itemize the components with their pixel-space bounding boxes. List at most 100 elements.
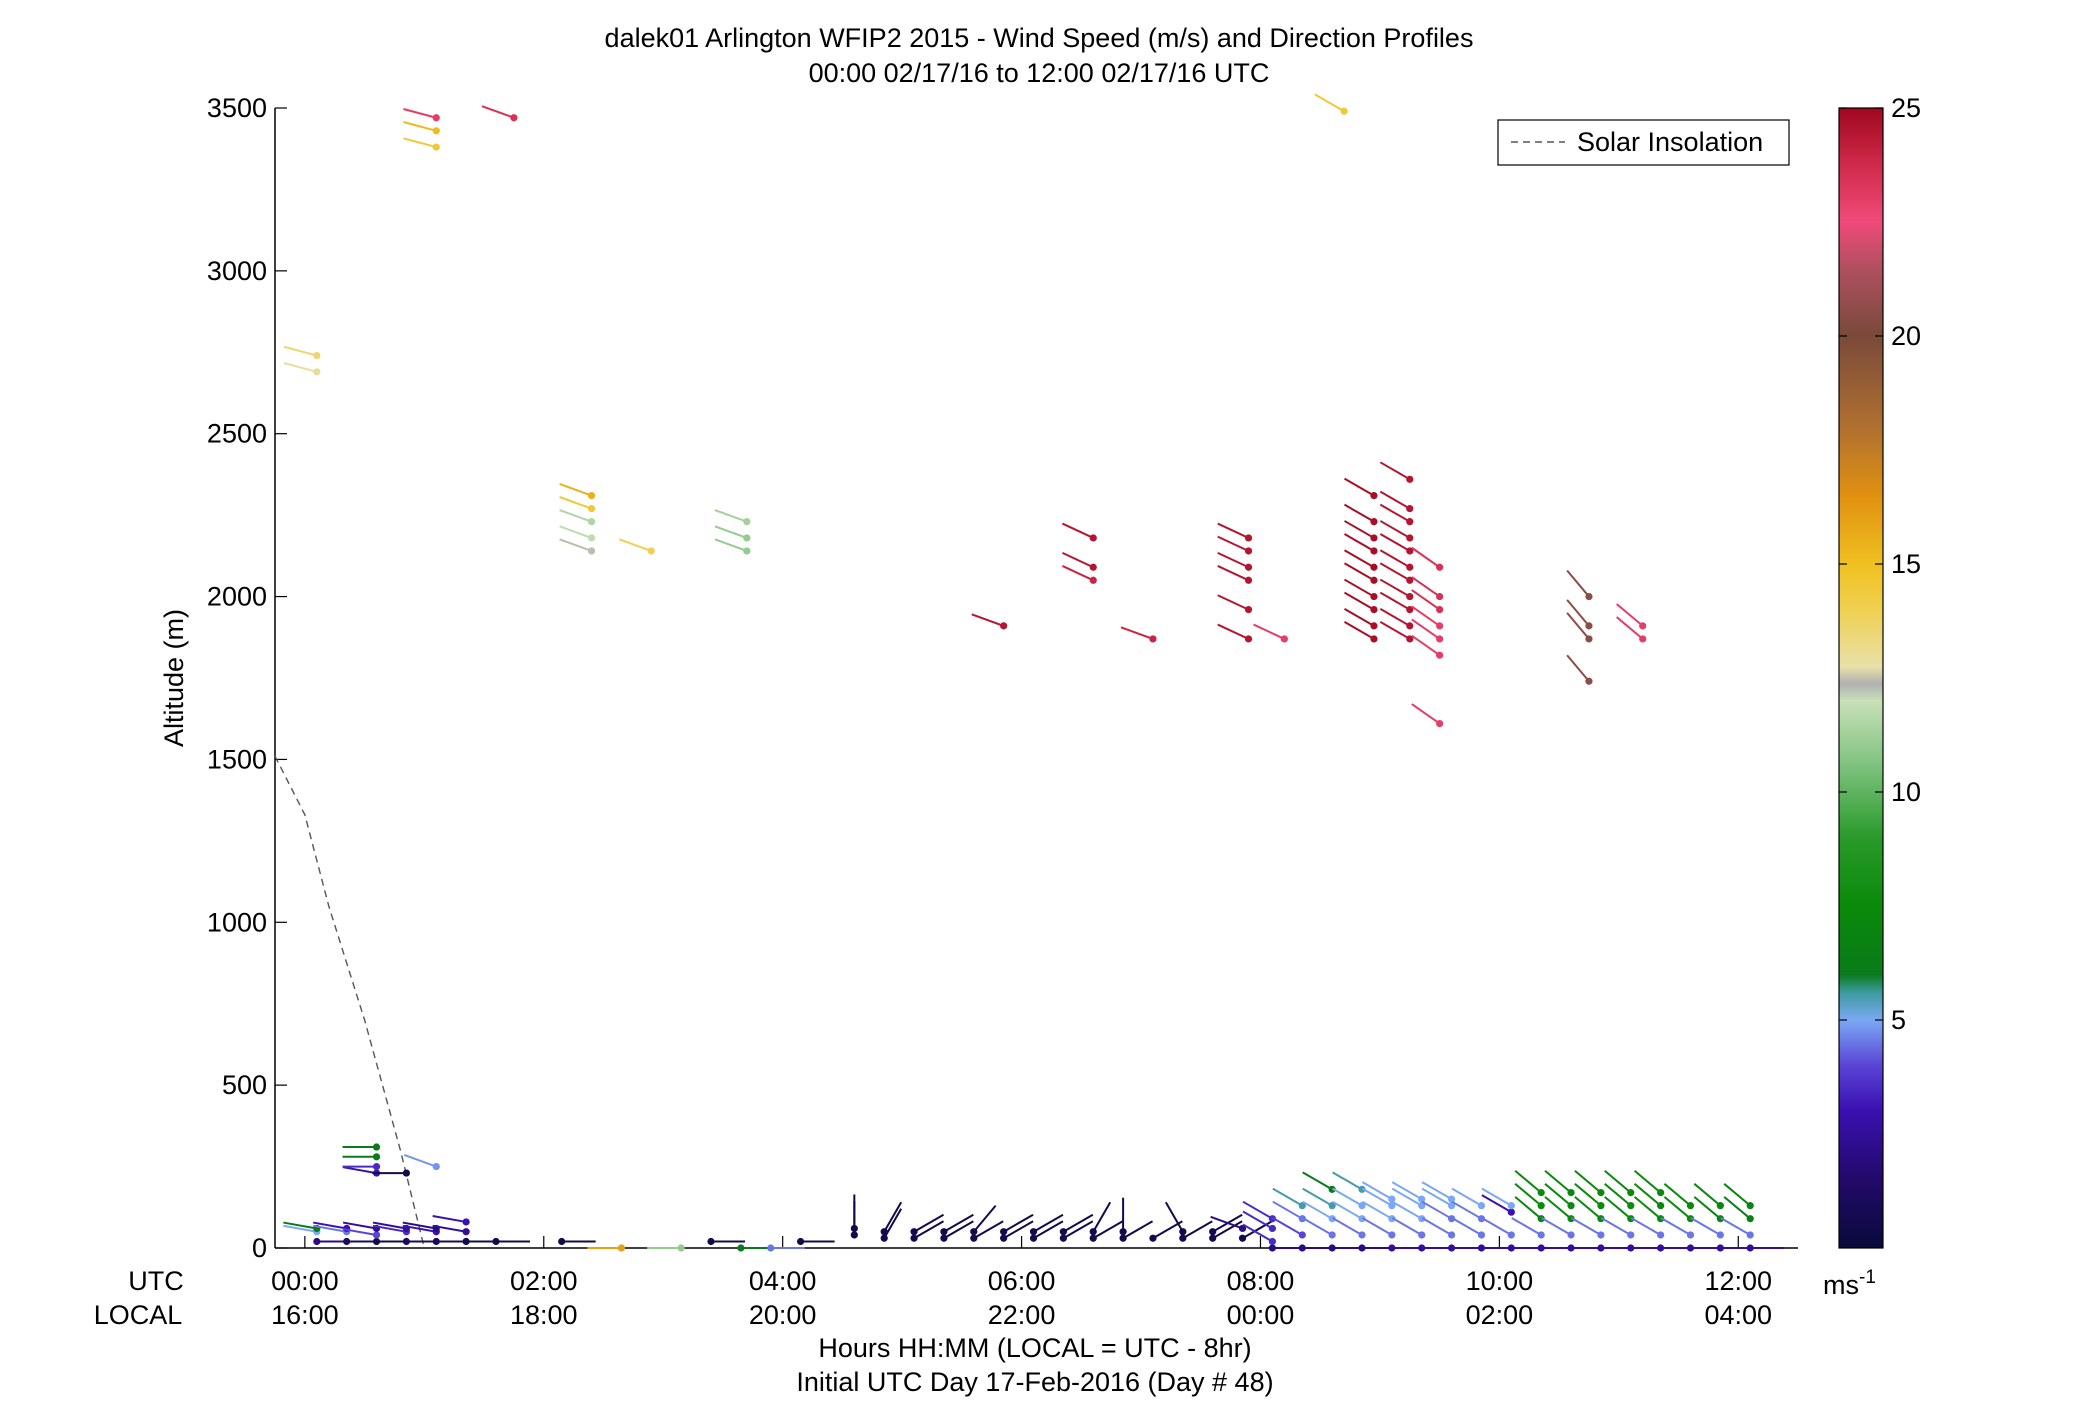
- wind-barb-staff: [1451, 1187, 1482, 1207]
- wind-barb-staff: [1033, 1220, 1064, 1240]
- wind-barb-staff: [1210, 1215, 1243, 1230]
- wind-barb-staff: [1411, 605, 1441, 627]
- wind-barb-staff: [1663, 1196, 1692, 1220]
- plot-area: [275, 108, 1798, 1248]
- wind-barb-dot: [1388, 1231, 1396, 1239]
- wind-barb-dot: [492, 1237, 500, 1246]
- wind-barb-staff: [1302, 1217, 1333, 1236]
- legend-box: [1497, 119, 1790, 166]
- wind-barb-dot: [462, 1218, 470, 1226]
- wind-barb-staff: [1164, 1201, 1184, 1233]
- wind-barb-staff: [1574, 1196, 1602, 1220]
- wind-barb-staff: [1344, 520, 1375, 539]
- wind-barb-staff: [1242, 1210, 1273, 1230]
- wind-barb-dot: [1567, 1189, 1575, 1197]
- wind-barb-dot: [1370, 635, 1378, 643]
- wind-barb-dot: [1340, 107, 1348, 115]
- wind-barb-staff: [1514, 1196, 1542, 1220]
- wind-barb-staff: [402, 1224, 437, 1233]
- wind-barb-dot: [1716, 1215, 1724, 1223]
- wind-barb-staff: [481, 105, 515, 119]
- wind-barb-dot: [1328, 1185, 1336, 1193]
- wind-barb-dot: [1244, 563, 1253, 571]
- wind-barb-dot: [1268, 1244, 1277, 1252]
- wind-barb-staff: [1344, 549, 1375, 569]
- wind-barb-staff: [1344, 562, 1375, 582]
- wind-barb-dot: [432, 127, 440, 135]
- wind-barb-dot: [1477, 1231, 1486, 1239]
- wind-barb-dot: [1358, 1202, 1366, 1210]
- wind-barb-staff: [1302, 1171, 1333, 1191]
- wind-barb-staff: [313, 1224, 347, 1233]
- wind-barb-staff: [1411, 634, 1441, 657]
- wind-barb-dot: [1436, 592, 1444, 601]
- wind-barb-dot: [1406, 592, 1414, 601]
- wind-barb-staff: [1544, 1196, 1572, 1220]
- wind-barb-staff: [1092, 1201, 1112, 1233]
- wind-barb-dot: [1406, 534, 1414, 542]
- wind-barb-staff: [1616, 603, 1644, 627]
- local-row-label: LOCAL: [94, 1300, 183, 1330]
- wind-barb-staff: [1344, 621, 1375, 640]
- x-tick-label-local: 00:00: [1227, 1300, 1295, 1330]
- wind-barb-dot: [1089, 1234, 1097, 1242]
- wind-barb-dot: [767, 1244, 775, 1252]
- wind-barb-staff: [1616, 616, 1644, 640]
- chart-title: dalek01 Arlington WFIP2 2015 - Wind Spee…: [605, 23, 1474, 53]
- wind-barb-dot: [970, 1234, 978, 1242]
- wind-barb-staff: [402, 1221, 437, 1230]
- wind-barb-dot: [1418, 1202, 1426, 1210]
- wind-barb-dot: [1388, 1202, 1396, 1210]
- wind-barb-dot: [1746, 1202, 1754, 1210]
- wind-barb-staff: [1660, 1217, 1691, 1236]
- wind-barb-dot: [1238, 1234, 1247, 1242]
- wind-barb-staff: [1481, 1194, 1512, 1214]
- wind-barb-dot: [1119, 1234, 1127, 1242]
- wind-barb-staff: [1217, 623, 1249, 640]
- x-tick-label-utc: 00:00: [271, 1266, 339, 1296]
- wind-barb-staff: [1344, 477, 1375, 497]
- wind-barb-staff: [1062, 551, 1094, 569]
- wind-barb-dot: [1597, 1231, 1605, 1239]
- wind-barb-dot: [1585, 677, 1593, 685]
- wind-barb-staff: [1344, 591, 1375, 611]
- wind-barb-dot: [587, 518, 596, 526]
- wind-barb-dot: [1447, 1244, 1456, 1252]
- wind-barb-staff: [1411, 618, 1441, 640]
- x-tick-label-local: 02:00: [1466, 1300, 1534, 1330]
- wind-barb-dot: [1388, 1215, 1396, 1223]
- x-ticks: 00:00 16:00 02:00 18:00 04:00 20:00 06:00 22:00…: [271, 1236, 1772, 1330]
- wind-barb-dot: [1477, 1244, 1486, 1252]
- colorbar-unit-base: ms: [1823, 1270, 1859, 1300]
- x-axis-label: Hours HH:MM (LOCAL = UTC - 8hr): [818, 1333, 1251, 1363]
- wind-barb-dot: [1089, 576, 1097, 584]
- wind-barbs: [283, 93, 1785, 1252]
- solar-insolation-line: [274, 755, 425, 1249]
- wind-barb-staff: [1379, 608, 1411, 627]
- wind-barb-staff: [1332, 1200, 1363, 1220]
- wind-barb-staff: [1302, 1200, 1333, 1220]
- x-tick-label-local: 20:00: [749, 1300, 817, 1330]
- wind-barb-staff: [1253, 623, 1285, 640]
- wind-barb-dot: [1537, 1189, 1545, 1197]
- wind-barb-dot: [1447, 1202, 1456, 1210]
- wind-barb-dot: [1657, 1202, 1665, 1210]
- wind-barb-dot: [372, 1153, 381, 1161]
- wind-barb-dot: [1059, 1234, 1067, 1242]
- wind-barb-staff: [342, 1221, 377, 1230]
- wind-barb-dot: [1585, 592, 1593, 601]
- wind-barb-dot: [1328, 1231, 1336, 1239]
- x-axis-label-2: Initial UTC Day 17-Feb-2016 (Day # 48): [796, 1367, 1273, 1397]
- wind-barb-dot: [1627, 1202, 1635, 1210]
- wind-barb-dot: [1418, 1231, 1426, 1239]
- wind-barb-staff: [1723, 1196, 1751, 1220]
- wind-barb-dot: [313, 351, 321, 360]
- wind-barb-staff: [1574, 1183, 1602, 1207]
- wind-barb-staff: [1314, 93, 1345, 113]
- wind-barb-staff: [1033, 1213, 1064, 1233]
- wind-barb-dot: [1268, 1215, 1277, 1223]
- wind-barb-dot: [737, 1244, 745, 1252]
- wind-barb-staff: [1332, 1171, 1363, 1191]
- wind-barb-dot: [850, 1224, 858, 1233]
- wind-barb-staff: [283, 1221, 317, 1230]
